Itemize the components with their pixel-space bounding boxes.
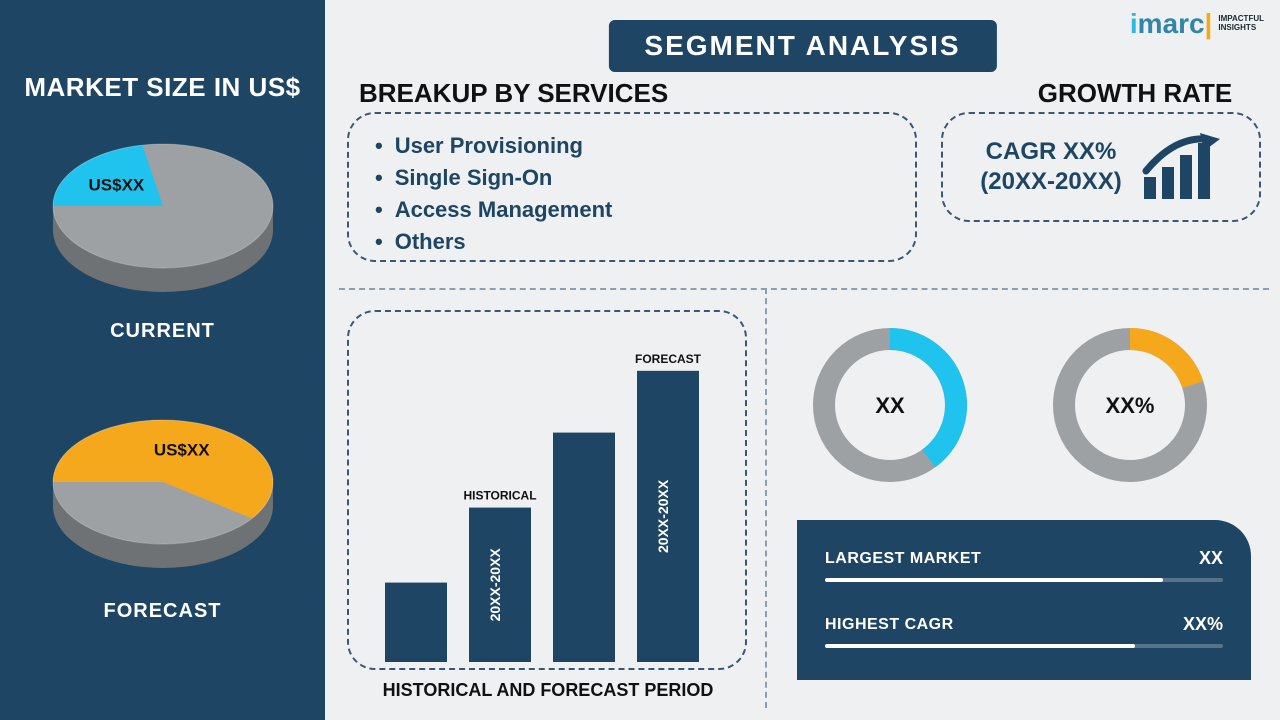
breakup-title: BREAKUP BY SERVICES bbox=[359, 78, 668, 109]
bars-box: HISTORICAL 20XX-20XX FORECAST 20XX-20XX bbox=[347, 310, 747, 670]
info-row-label: LARGEST MARKET bbox=[825, 550, 981, 567]
info-card: LARGEST MARKET XX HIGHEST CAGR XX% bbox=[797, 520, 1251, 680]
bars-caption: HISTORICAL AND FORECAST PERIOD bbox=[363, 680, 733, 701]
bar bbox=[553, 433, 615, 662]
breakup-list-item: Single Sign-On bbox=[375, 162, 889, 194]
brand-text: imarc| bbox=[1130, 8, 1213, 40]
bar-chart: HISTORICAL 20XX-20XX FORECAST 20XX-20XX bbox=[349, 312, 749, 672]
breakup-list-item: Access Management bbox=[375, 194, 889, 226]
pie-forecast-wrap: US$XX bbox=[0, 394, 325, 584]
svg-text:20XX-20XX: 20XX-20XX bbox=[655, 479, 671, 553]
pie-forecast-label: FORECAST bbox=[0, 600, 325, 623]
info-row-value: XX bbox=[1199, 548, 1223, 569]
info-row-value: XX% bbox=[1183, 614, 1223, 635]
donut-chart-right: XX% bbox=[1035, 320, 1225, 490]
donut-chart-left: XX bbox=[795, 320, 985, 490]
pie-current-label: CURRENT bbox=[0, 320, 325, 343]
svg-text:XX: XX bbox=[875, 393, 905, 418]
svg-text:20XX-20XX: 20XX-20XX bbox=[487, 548, 503, 622]
growth-text: CAGR XX% (20XX-20XX) bbox=[980, 137, 1121, 197]
growth-icon bbox=[1140, 131, 1222, 203]
pie-chart-current: US$XX bbox=[33, 118, 293, 308]
brand-subtitle: IMPACTFULINSIGHTS bbox=[1218, 15, 1264, 33]
info-row-label: HIGHEST CAGR bbox=[825, 616, 954, 633]
info-row-largest-market: LARGEST MARKET XX bbox=[825, 550, 1223, 568]
breakup-list-item: Others bbox=[375, 226, 889, 258]
left-panel: MARKET SIZE IN US$ US$XX CURRENT US$XX F… bbox=[0, 0, 325, 720]
bar bbox=[385, 583, 447, 662]
divider-horizontal bbox=[339, 288, 1269, 290]
svg-text:XX%: XX% bbox=[1106, 393, 1155, 418]
growth-title: GROWTH RATE bbox=[1005, 78, 1265, 109]
svg-text:US$XX: US$XX bbox=[153, 441, 209, 460]
pie-current-wrap: US$XX bbox=[0, 118, 325, 308]
svg-text:US$XX: US$XX bbox=[88, 175, 144, 194]
market-size-title: MARKET SIZE IN US$ bbox=[0, 72, 325, 103]
pie-chart-forecast: US$XX bbox=[33, 394, 293, 584]
breakup-list-item: User Provisioning bbox=[375, 130, 889, 162]
growth-box: CAGR XX% (20XX-20XX) bbox=[941, 112, 1261, 222]
breakup-list: User ProvisioningSingle Sign-OnAccess Ma… bbox=[375, 130, 889, 258]
info-row-highest-cagr: HIGHEST CAGR XX% bbox=[825, 616, 1223, 634]
brand-logo: imarc| IMPACTFULINSIGHTS bbox=[1130, 8, 1264, 40]
divider-vertical bbox=[765, 288, 767, 708]
svg-text:HISTORICAL: HISTORICAL bbox=[463, 489, 536, 503]
right-area: SEGMENT ANALYSIS imarc| IMPACTFULINSIGHT… bbox=[325, 0, 1280, 720]
svg-text:FORECAST: FORECAST bbox=[635, 352, 702, 366]
title-ribbon: SEGMENT ANALYSIS bbox=[608, 20, 996, 72]
breakup-box: User ProvisioningSingle Sign-OnAccess Ma… bbox=[347, 112, 917, 262]
